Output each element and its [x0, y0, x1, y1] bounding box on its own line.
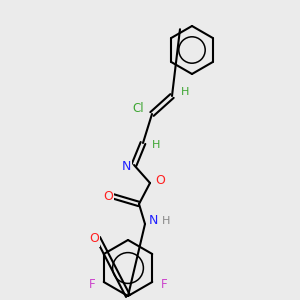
Text: H: H — [152, 140, 160, 150]
Text: O: O — [155, 175, 165, 188]
Text: N: N — [121, 160, 131, 172]
Text: N: N — [148, 214, 158, 227]
Text: O: O — [103, 190, 113, 203]
Text: F: F — [88, 278, 95, 290]
Text: H: H — [162, 216, 170, 226]
Text: O: O — [89, 232, 99, 245]
Text: F: F — [161, 278, 168, 290]
Text: H: H — [181, 87, 189, 97]
Text: Cl: Cl — [132, 101, 144, 115]
